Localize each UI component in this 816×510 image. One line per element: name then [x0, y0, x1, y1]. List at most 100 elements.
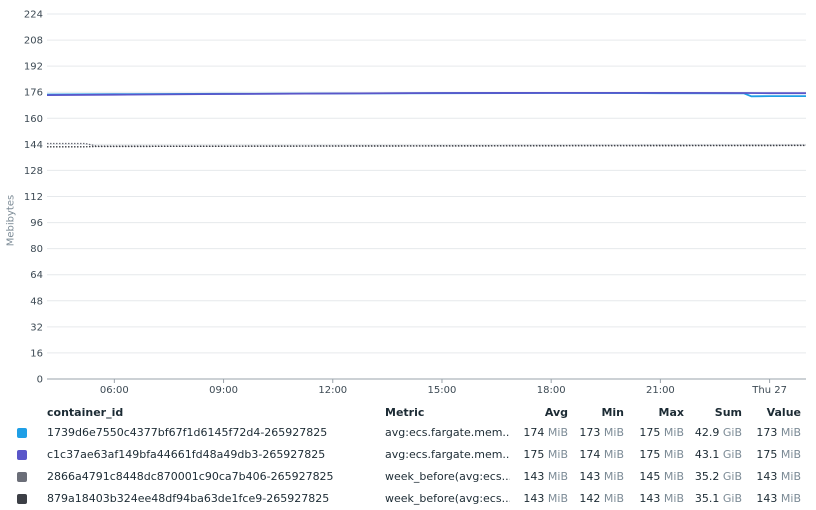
- legend-metric: avg:ecs.fargate.mem....: [385, 448, 510, 461]
- legend-value-unit: MiB: [780, 492, 801, 505]
- legend-avg-unit: MiB: [547, 448, 568, 461]
- y-tick-label: 160: [24, 114, 43, 125]
- legend-min-cell: 143 MiB: [570, 466, 624, 488]
- legend-sum-value: 35.1: [694, 492, 720, 505]
- legend-min-value: 173: [579, 426, 601, 439]
- x-tick-label: 15:00: [428, 385, 457, 396]
- legend-avg-value: 143: [523, 492, 545, 505]
- legend-avg-unit: MiB: [547, 470, 568, 483]
- legend-header-sum[interactable]: Sum: [714, 406, 742, 419]
- series-color-swatch: [17, 428, 27, 438]
- legend-value-value: 173: [756, 426, 778, 439]
- y-tick-label: 64: [30, 270, 43, 281]
- legend-min-unit: MiB: [603, 448, 624, 461]
- legend-avg-unit: MiB: [547, 426, 568, 439]
- legend-value-cell: 173 MiB: [744, 422, 801, 444]
- series-line: [46, 92, 806, 96]
- legend-header-min[interactable]: Min: [601, 406, 624, 419]
- legend-sum-cell: 43.1 GiB: [686, 444, 742, 466]
- legend-avg-value: 175: [523, 448, 545, 461]
- y-tick-label: 128: [24, 166, 43, 177]
- series-line: [47, 144, 807, 148]
- legend-min-unit: MiB: [603, 492, 624, 505]
- x-tick-label: 18:00: [537, 385, 566, 396]
- y-tick-label: 0: [37, 375, 43, 386]
- legend-sum-unit: GiB: [722, 448, 742, 461]
- legend-row[interactable]: 1739d6e7550c4377bf67f1d6145f72d4-2659278…: [0, 422, 816, 444]
- y-tick-label: 224: [24, 10, 43, 21]
- legend-header-container-id[interactable]: container_id: [47, 406, 124, 419]
- legend-header-value[interactable]: Value: [766, 406, 801, 419]
- legend-max-cell: 143 MiB: [626, 488, 684, 510]
- legend-max-unit: MiB: [663, 448, 684, 461]
- legend-row[interactable]: 2866a4791c8448dc870001c90ca7b406-2659278…: [0, 466, 816, 488]
- y-tick-label: 16: [30, 348, 43, 359]
- legend-max-unit: MiB: [663, 426, 684, 439]
- legend-value-cell: 143 MiB: [744, 466, 801, 488]
- legend-metric: week_before(avg:ecs....: [385, 492, 510, 505]
- legend-min-cell: 142 MiB: [570, 488, 624, 510]
- legend-row[interactable]: 879a18403b324ee48df94ba63de1fce9-2659278…: [0, 488, 816, 510]
- legend-value-unit: MiB: [780, 426, 801, 439]
- legend-avg-value: 174: [523, 426, 545, 439]
- legend-sum-unit: GiB: [722, 492, 742, 505]
- legend-container-id: 2866a4791c8448dc870001c90ca7b406-2659278…: [47, 470, 334, 483]
- timeseries-chart: 0 16 32 48 64 80 96 112 128 144 160 176 192 208 224 06:…: [24, 10, 807, 396]
- legend-metric: week_before(avg:ecs....: [385, 470, 510, 483]
- legend-min-cell: 174 MiB: [570, 444, 624, 466]
- legend-avg-cell: 175 MiB: [500, 444, 568, 466]
- legend-value-value: 143: [756, 470, 778, 483]
- legend-sum-unit: GiB: [722, 470, 742, 483]
- legend-min-value: 174: [579, 448, 601, 461]
- legend-value-value: 143: [756, 492, 778, 505]
- legend-header-row: container_id Metric Avg Min Max Sum Valu…: [0, 402, 816, 424]
- legend-avg-value: 143: [523, 470, 545, 483]
- y-tick-label: 32: [30, 322, 43, 333]
- legend-max-cell: 145 MiB: [626, 466, 684, 488]
- legend-avg-unit: MiB: [547, 492, 568, 505]
- y-axis-label: Mebibytes: [5, 194, 17, 247]
- x-tick-label: 12:00: [318, 385, 347, 396]
- y-tick-label: 96: [30, 218, 43, 229]
- legend-value-unit: MiB: [780, 470, 801, 483]
- y-tick-label: 208: [24, 36, 43, 47]
- legend-max-value: 175: [639, 448, 661, 461]
- legend-max-cell: 175 MiB: [626, 422, 684, 444]
- legend-min-value: 142: [579, 492, 601, 505]
- legend-max-cell: 175 MiB: [626, 444, 684, 466]
- legend-sum-value: 43.1: [694, 448, 720, 461]
- x-tick-label: 21:00: [646, 385, 675, 396]
- legend-value-cell: 143 MiB: [744, 488, 801, 510]
- legend-sum-cell: 35.1 GiB: [686, 488, 742, 510]
- legend-min-cell: 173 MiB: [570, 422, 624, 444]
- series-color-swatch: [17, 472, 27, 482]
- legend-avg-cell: 143 MiB: [500, 466, 568, 488]
- legend-min-unit: MiB: [603, 426, 624, 439]
- y-tick-label: 48: [30, 296, 43, 307]
- legend-max-value: 145: [639, 470, 661, 483]
- series-color-swatch: [17, 494, 27, 504]
- legend-container-id: 1739d6e7550c4377bf67f1d6145f72d4-2659278…: [47, 426, 328, 439]
- x-tick-label: Thu 27: [751, 385, 787, 396]
- legend-header-metric[interactable]: Metric: [385, 406, 425, 419]
- legend-header-max[interactable]: Max: [658, 406, 684, 419]
- legend-container-id: c1c37ae63af149bfa44661fd48a49db3-2659278…: [47, 448, 326, 461]
- legend-min-unit: MiB: [603, 470, 624, 483]
- legend-sum-value: 42.9: [694, 426, 720, 439]
- legend-value-unit: MiB: [780, 448, 801, 461]
- legend-max-unit: MiB: [663, 470, 684, 483]
- y-tick-label: 112: [24, 192, 43, 203]
- legend-max-value: 175: [639, 426, 661, 439]
- legend-container-id: 879a18403b324ee48df94ba63de1fce9-2659278…: [47, 492, 330, 505]
- legend-avg-cell: 143 MiB: [500, 488, 568, 510]
- legend-sum-unit: GiB: [722, 426, 742, 439]
- legend-max-unit: MiB: [663, 492, 684, 505]
- legend-value-value: 175: [756, 448, 778, 461]
- legend-value-cell: 175 MiB: [744, 444, 801, 466]
- legend-max-value: 143: [639, 492, 661, 505]
- y-tick-label: 192: [24, 62, 43, 73]
- legend-header-avg[interactable]: Avg: [544, 406, 568, 419]
- legend-row[interactable]: c1c37ae63af149bfa44661fd48a49db3-2659278…: [0, 444, 816, 466]
- legend-sum-cell: 42.9 GiB: [686, 422, 742, 444]
- x-tick-label: 09:00: [209, 385, 238, 396]
